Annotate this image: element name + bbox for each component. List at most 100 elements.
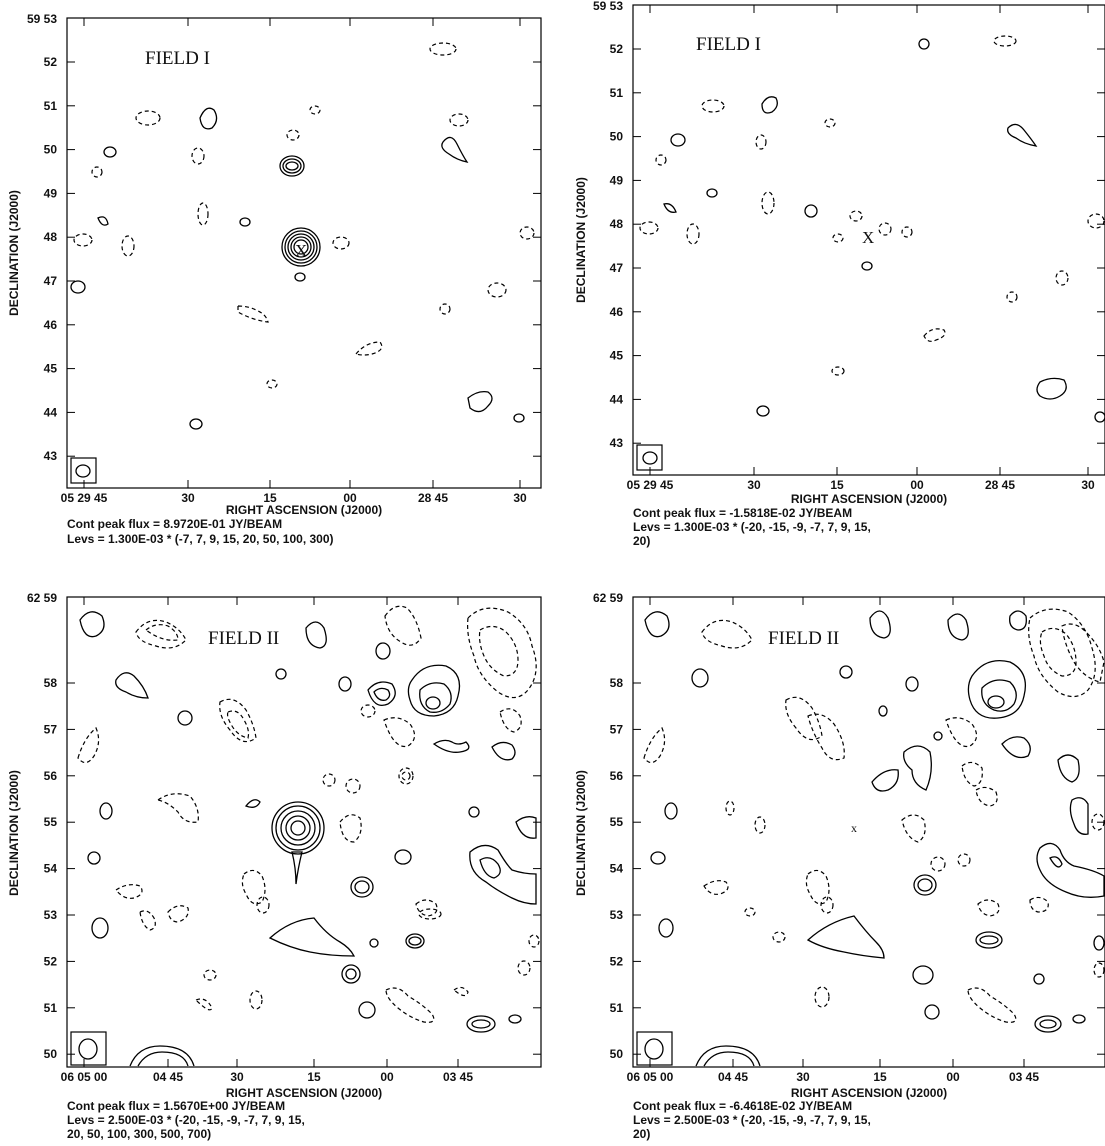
contour-positive — [287, 233, 315, 261]
contour-lines — [643, 608, 1105, 1067]
contour-positive — [1001, 736, 1031, 759]
x-tick-labels: 06 05 00 04 45 30 15 00 03 45 — [61, 1070, 474, 1084]
contour-positive — [70, 280, 86, 294]
caption-line: 20, 50, 100, 300, 500, 700) — [67, 1127, 211, 1141]
y-tick-label: 57 — [610, 722, 624, 736]
contour-positive — [432, 739, 470, 753]
y-tick-label: 50 — [44, 1047, 58, 1061]
contour-negative — [901, 226, 913, 238]
contour-negative — [901, 814, 926, 843]
contour-lines — [70, 42, 535, 430]
y-axis-title: DECLINATION (J2000) — [574, 770, 588, 896]
x-tick-label: 06 05 00 — [61, 1070, 108, 1084]
contour-negative — [139, 910, 156, 931]
contour-positive — [1094, 411, 1105, 423]
contour-positive — [658, 918, 674, 938]
caption-line: Levs = 2.500E-03 * (-20, -15, -9, -7, 7,… — [67, 1113, 305, 1127]
y-tick-label: 45 — [44, 362, 58, 376]
contour-positive — [515, 816, 537, 839]
x-tick-label: 30 — [181, 491, 195, 505]
contour-positive — [871, 769, 899, 792]
contour-positive — [1036, 842, 1105, 898]
contour-negative — [77, 727, 100, 764]
contour-negative — [1039, 627, 1077, 677]
caption: Cont peak flux = 1.5670E+00 JY/BEAMLevs … — [67, 1099, 305, 1141]
contour-positive — [1033, 973, 1045, 985]
y-tick-label: 62 59 — [27, 591, 57, 605]
y-tick-labels: 62 59 58 57 56 55 54 53 52 51 50 — [593, 591, 623, 1061]
contour-positive — [290, 236, 312, 258]
y-tick-label: 54 — [44, 862, 58, 876]
y-tick-label: 48 — [610, 217, 624, 231]
contour-positive — [1072, 1014, 1086, 1024]
field-label: FIELD II — [768, 628, 839, 649]
contour-negative — [701, 619, 753, 649]
contour-negative — [383, 717, 416, 748]
y-tick-label: 50 — [610, 130, 624, 144]
contour-negative — [755, 134, 767, 150]
contour-positive — [947, 613, 969, 641]
field-label: FIELD I — [145, 48, 210, 69]
contour-positive — [305, 621, 327, 649]
contour-positive — [408, 936, 422, 946]
contour-positive — [878, 705, 888, 717]
caption-line: Cont peak flux = -1.5818E-02 JY/BEAM — [633, 506, 852, 520]
y-axis-title: DECLINATION (J2000) — [7, 770, 21, 896]
caption-line: Cont peak flux = 8.9720E-01 JY/BEAM — [67, 517, 282, 531]
contour-negative — [519, 226, 535, 240]
y-tick-label: 54 — [610, 862, 624, 876]
contour-negative — [805, 869, 830, 905]
contour-negative — [191, 147, 205, 165]
contour-positive — [1009, 610, 1027, 631]
caption: Cont peak flux = 8.9720E-01 JY/BEAMLevs … — [67, 517, 334, 546]
contour-positive — [275, 805, 321, 851]
contour-positive — [99, 802, 113, 820]
x-tick-label: 00 — [343, 491, 357, 505]
contour-negative — [832, 233, 844, 243]
contour-positive — [1093, 935, 1105, 951]
caption-line: 20) — [633, 534, 650, 548]
contour-positive — [1049, 856, 1063, 868]
contour-positive — [756, 405, 770, 417]
contour-positive — [405, 933, 425, 949]
contour-positive — [338, 676, 352, 692]
contour-panel-field-2-residual: FIELD II 06 05 00 04 45 30 15 00 03 45 62 59 5… — [574, 591, 1105, 1141]
contour-negative — [439, 303, 451, 315]
y-tick-label: 58 — [44, 676, 58, 690]
x-axis-title: RIGHT ASCENSION (J2000) — [226, 1086, 382, 1100]
contour-negative — [121, 235, 135, 257]
y-tick-label: 56 — [610, 769, 624, 783]
contour-positive — [294, 272, 306, 282]
field-label: FIELD II — [208, 628, 279, 649]
y-tick-label: 46 — [610, 305, 624, 319]
contour-positive — [869, 610, 891, 639]
y-tick-label: 44 — [44, 405, 58, 419]
contour-positive — [508, 1014, 522, 1024]
contour-negative — [975, 786, 998, 807]
contour-negative — [73, 233, 93, 247]
source-marker: X — [862, 228, 874, 247]
contour-negative — [945, 717, 978, 748]
contour-panel-field-1-total: FIELD I 05 29 45 30 15 00 28 45 30 59 5352515… — [7, 12, 542, 546]
x-axis-title: RIGHT ASCENSION (J2000) — [791, 492, 947, 506]
contour-negative — [332, 236, 350, 250]
plot-frame — [632, 596, 1105, 1068]
contour-positive — [137, 1051, 189, 1067]
y-tick-label: 55 — [44, 815, 58, 829]
contour-positive — [284, 230, 318, 264]
contour-positive — [345, 968, 357, 980]
contour-positive — [644, 611, 670, 638]
y-axis-title: DECLINATION (J2000) — [7, 190, 21, 316]
contour-negative — [820, 896, 834, 914]
caption-line: Cont peak flux = 1.5670E+00 JY/BEAM — [67, 1099, 285, 1113]
x-tick-label: 15 — [830, 478, 844, 492]
y-tick-label: 44 — [610, 392, 624, 406]
y-axis-title: DECLINATION (J2000) — [574, 177, 588, 303]
x-tick-label: 00 — [380, 1070, 394, 1084]
contour-negative — [135, 619, 187, 649]
contour-negative — [643, 727, 666, 764]
contour-negative — [415, 899, 438, 917]
contour-negative — [754, 816, 766, 834]
y-tick-label: 46 — [44, 318, 58, 332]
contour-negative — [1055, 270, 1069, 286]
